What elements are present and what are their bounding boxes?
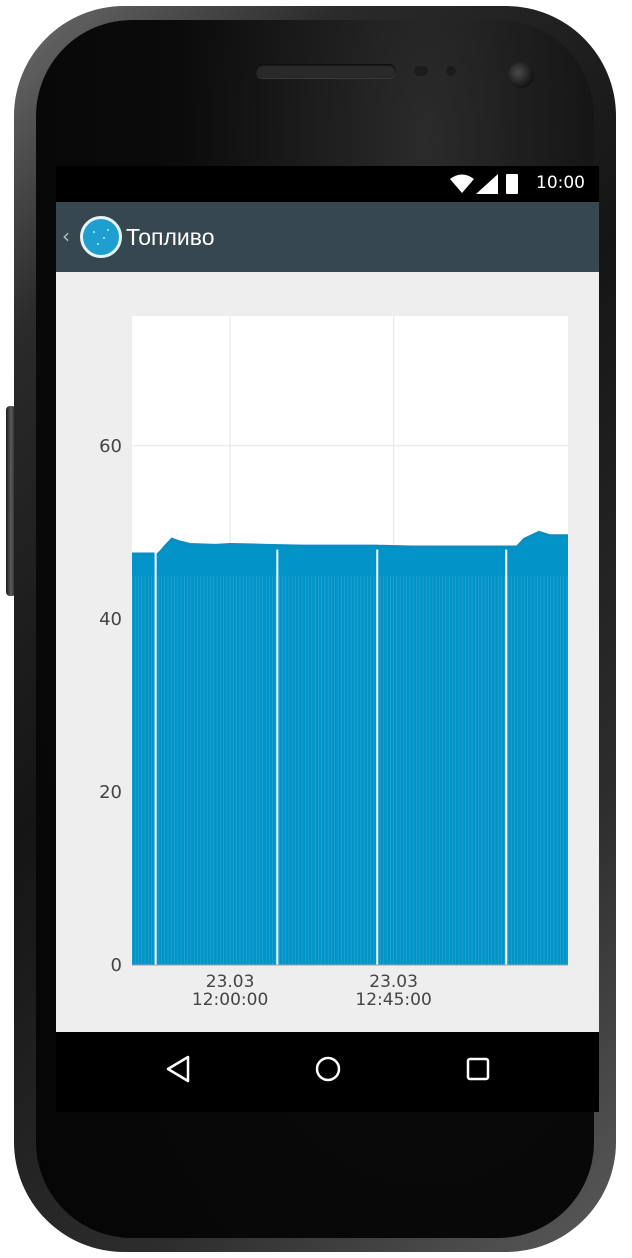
action-bar: ‹ Топливо (56, 202, 599, 272)
x-tick-label-time: 12:45:00 (355, 990, 431, 1010)
y-tick-label: 0 (111, 955, 122, 976)
y-tick-label: 20 (99, 782, 122, 803)
x-tick-label-time: 12:00:00 (192, 990, 268, 1010)
page-title: Топливо (126, 224, 215, 250)
up-chevron-icon[interactable]: ‹ (62, 224, 70, 248)
x-tick-label-date: 23.03 (206, 972, 255, 992)
battery-icon (506, 174, 518, 194)
back-icon[interactable] (164, 1054, 192, 1084)
status-time: 10:00 (536, 173, 585, 193)
fuel-line (132, 530, 568, 557)
y-tick-label: 40 (99, 609, 122, 630)
fuel-area (132, 532, 568, 965)
chart-container: 0 20 40 60 23.03 12:00:00 23.03 12:45:00 (56, 272, 599, 1032)
earpiece-speaker (256, 64, 396, 78)
proximity-sensor (414, 66, 428, 76)
device-screen: 10:00 ‹ Топливо 0 20 40 60 23.03 12:00:00 23.0… (56, 166, 599, 1032)
app-logo-icon[interactable] (80, 216, 122, 258)
phone-side-button (6, 406, 16, 596)
light-sensor (446, 66, 456, 76)
signal-icon (476, 174, 498, 194)
wifi-icon (450, 174, 474, 193)
x-tick-label-date: 23.03 (369, 972, 418, 992)
status-bar: 10:00 (56, 166, 599, 202)
y-tick-label: 60 (99, 436, 122, 457)
recents-icon[interactable] (465, 1054, 491, 1084)
front-camera (508, 62, 534, 88)
home-icon[interactable] (313, 1054, 343, 1084)
navigation-bar (56, 1032, 599, 1112)
